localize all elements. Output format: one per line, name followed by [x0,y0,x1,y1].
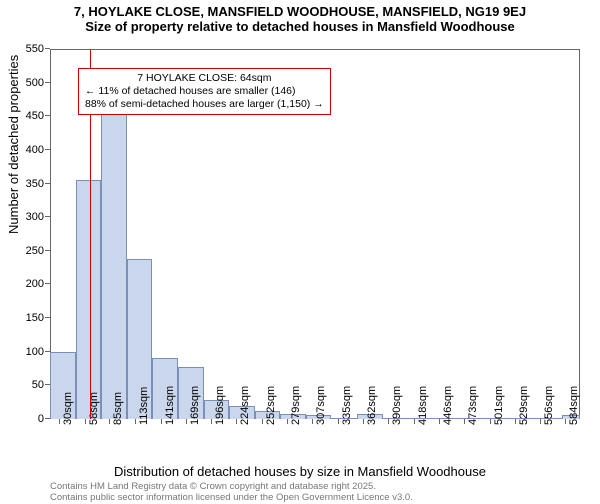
y-tick-mark [45,418,50,419]
x-tick-label: 30sqm [62,392,74,425]
y-tick-label: 0 [38,413,50,425]
x-tick-label: 446sqm [442,386,454,425]
y-tick-mark [45,384,50,385]
y-tick-label: 500 [26,77,50,89]
x-tick-label: 141sqm [164,386,176,425]
histogram-bar [76,180,102,419]
x-tick-label: 556sqm [543,386,555,425]
y-tick-mark [45,216,50,217]
y-tick-label: 350 [26,178,50,190]
x-tick-label: 529sqm [518,386,530,425]
y-tick-mark [45,317,50,318]
y-tick-label: 50 [32,379,50,391]
y-tick-label: 150 [26,312,50,324]
y-tick-mark [45,183,50,184]
x-tick-label: 252sqm [265,386,277,425]
x-tick-label: 169sqm [189,386,201,425]
x-tick-label: 113sqm [138,387,150,425]
x-tick-label: 362sqm [366,386,378,425]
y-tick-mark [45,48,50,49]
y-axis-label: Number of detached properties [6,55,21,234]
x-tick-label: 196sqm [214,386,226,425]
y-tick-label: 450 [26,110,50,122]
x-tick-mark [59,419,60,424]
footnote: Contains HM Land Registry data © Crown c… [50,482,413,504]
x-tick-mark [464,419,465,424]
chart-title-1: 7, HOYLAKE CLOSE, MANSFIELD WOODHOUSE, M… [0,4,600,19]
x-tick-mark [161,419,162,424]
x-tick-mark [515,419,516,424]
x-tick-label: 85sqm [112,392,124,425]
y-tick-mark [45,149,50,150]
y-tick-label: 200 [26,278,50,290]
histogram-bar [101,113,127,419]
chart-title-2: Size of property relative to detached ho… [0,19,600,34]
x-tick-mark [540,419,541,424]
x-tick-mark [338,419,339,424]
x-tick-label: 418sqm [417,386,429,425]
x-tick-label: 584sqm [568,386,580,425]
x-tick-label: 307sqm [315,386,327,425]
annotation-line-3: 88% of semi-detached houses are larger (… [85,98,324,111]
x-tick-label: 501sqm [493,386,505,425]
x-tick-mark [287,419,288,424]
plot-area: 050100150200250300350400450500550 30sqm5… [50,49,580,419]
x-tick-label: 335sqm [341,386,353,425]
x-tick-mark [85,419,86,424]
x-tick-label: 473sqm [467,386,479,425]
x-tick-mark [414,419,415,424]
x-tick-mark [262,419,263,424]
x-tick-mark [236,419,237,424]
x-tick-mark [490,419,491,424]
x-tick-mark [363,419,364,424]
x-tick-label: 224sqm [239,386,251,425]
x-axis-label: Distribution of detached houses by size … [0,464,600,479]
annotation-line-2: ← 11% of detached houses are smaller (14… [85,85,324,98]
y-tick-mark [45,82,50,83]
x-tick-label: 279sqm [290,386,302,425]
y-tick-mark [45,250,50,251]
x-tick-mark [109,419,110,424]
x-tick-mark [565,419,566,424]
x-tick-label: 390sqm [391,386,403,425]
y-tick-label: 550 [26,43,50,55]
x-tick-mark [312,419,313,424]
x-tick-mark [186,419,187,424]
y-tick-label: 400 [26,144,50,156]
x-tick-mark [388,419,389,424]
y-tick-label: 100 [26,346,50,358]
y-tick-label: 300 [26,211,50,223]
y-tick-mark [45,283,50,284]
x-tick-mark [211,419,212,424]
x-tick-mark [135,419,136,424]
y-tick-mark [45,351,50,352]
annotation-box: 7 HOYLAKE CLOSE: 64sqm ← 11% of detached… [78,68,331,115]
y-tick-mark [45,115,50,116]
annotation-line-1: 7 HOYLAKE CLOSE: 64sqm [85,72,324,85]
x-tick-mark [439,419,440,424]
y-tick-label: 250 [26,245,50,257]
footnote-line-2: Contains public sector information licen… [50,493,413,504]
